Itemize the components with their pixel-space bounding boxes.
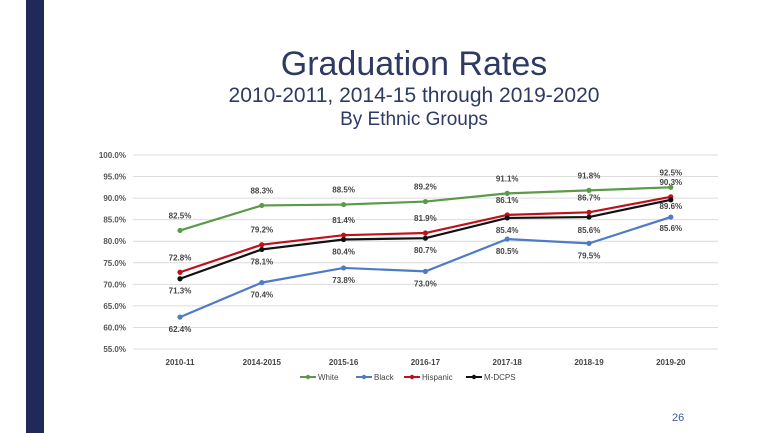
- y-tick-label: 60.0%: [103, 323, 126, 332]
- y-tick-label: 75.0%: [103, 259, 126, 268]
- data-point: [341, 232, 347, 238]
- data-label: 90.3%: [659, 178, 682, 187]
- y-tick-label: 70.0%: [103, 280, 126, 289]
- y-tick-label: 65.0%: [103, 302, 126, 311]
- y-tick-label: 85.0%: [103, 216, 126, 225]
- data-label: 85.6%: [659, 224, 682, 233]
- legend-label: Black: [374, 373, 395, 382]
- data-label: 86.7%: [578, 193, 601, 202]
- x-tick-label: 2015-16: [329, 358, 359, 367]
- data-label: 80.5%: [496, 247, 519, 256]
- data-point: [586, 240, 592, 246]
- y-tick-label: 100.0%: [99, 151, 126, 160]
- x-tick-label: 2016-17: [411, 358, 441, 367]
- legend-marker: [471, 374, 477, 380]
- data-label: 89.6%: [659, 202, 682, 211]
- data-point: [341, 201, 347, 208]
- data-label: 71.3%: [169, 287, 192, 296]
- data-point: [504, 236, 510, 242]
- data-point: [422, 230, 428, 236]
- x-tick-label: 2014-2015: [243, 358, 282, 367]
- data-point: [504, 190, 510, 196]
- data-label: 80.4%: [332, 247, 355, 256]
- legend-marker: [361, 374, 367, 380]
- data-label: 73.0%: [414, 279, 437, 288]
- data-label: 62.4%: [169, 325, 192, 334]
- data-label: 88.3%: [250, 186, 273, 195]
- data-point: [177, 314, 183, 320]
- slide-sidebar-accent: [26, 0, 44, 433]
- data-point: [177, 276, 183, 282]
- data-label: 73.8%: [332, 276, 355, 285]
- data-point: [259, 246, 265, 253]
- data-label: 81.9%: [414, 214, 437, 223]
- data-label: 85.6%: [578, 226, 601, 235]
- data-point: [177, 269, 183, 275]
- data-point: [668, 184, 674, 190]
- data-point: [259, 202, 265, 209]
- data-point: [668, 214, 674, 220]
- data-point: [422, 268, 428, 274]
- data-label: 82.5%: [169, 211, 192, 220]
- legend-label: Hispanic: [422, 373, 453, 382]
- data-point: [259, 242, 265, 248]
- data-label: 86.1%: [496, 196, 519, 205]
- data-label: 91.8%: [578, 171, 601, 180]
- data-label: 78.1%: [250, 257, 273, 266]
- data-label: 92.5%: [659, 168, 682, 177]
- data-point: [177, 227, 183, 234]
- data-point: [586, 187, 592, 193]
- data-label: 72.8%: [169, 253, 192, 262]
- x-tick-label: 2010-11: [166, 358, 195, 367]
- data-label: 79.2%: [250, 226, 273, 235]
- data-point: [341, 236, 347, 243]
- y-tick-label: 90.0%: [103, 194, 126, 203]
- data-label: 79.5%: [578, 251, 601, 260]
- data-label: 85.4%: [496, 226, 519, 235]
- data-label: 80.7%: [414, 246, 437, 255]
- legend-marker: [305, 374, 311, 380]
- chart-title: Graduation Rates: [280, 45, 548, 83]
- data-point: [259, 280, 265, 286]
- data-point: [668, 197, 674, 203]
- data-point: [504, 215, 510, 221]
- data-label: 89.2%: [414, 183, 437, 192]
- data-point: [586, 209, 592, 215]
- x-tick-label: 2019-20: [656, 358, 686, 367]
- legend-label: White: [318, 373, 339, 382]
- data-label: 70.4%: [250, 291, 273, 300]
- y-tick-label: 95.0%: [103, 173, 126, 182]
- x-tick-label: 2018-19: [574, 358, 604, 367]
- data-label: 88.5%: [332, 186, 355, 195]
- y-tick-label: 80.0%: [103, 237, 126, 246]
- data-label: 91.1%: [496, 174, 519, 183]
- data-point: [586, 214, 592, 220]
- data-point: [422, 198, 428, 205]
- data-point: [422, 235, 428, 241]
- page-number: 26: [672, 412, 685, 424]
- chart-subtitle: 2010-2011, 2014-15 through 2019-2020: [228, 84, 600, 107]
- legend-marker: [409, 374, 415, 380]
- chart-subtitle-groups: By Ethnic Groups: [340, 109, 488, 130]
- data-point: [341, 265, 347, 271]
- y-tick-label: 55.0%: [103, 345, 126, 354]
- data-label: 81.4%: [332, 216, 355, 225]
- x-tick-label: 2017-18: [493, 358, 523, 367]
- legend-label: M-DCPS: [484, 373, 516, 382]
